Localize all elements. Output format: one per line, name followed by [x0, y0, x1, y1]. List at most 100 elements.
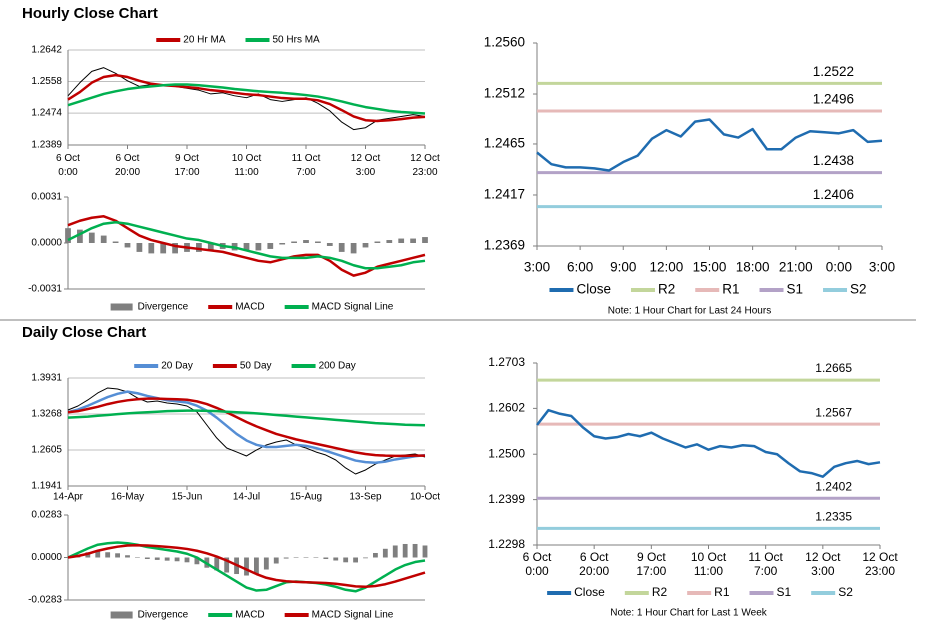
x-tick-label: 16-May [111, 492, 144, 503]
y-tick-label: 1.2602 [488, 401, 525, 415]
chart: 1.1941 1.2605 1.3268 1.3931 14-Apr 16-May 15-J… [31, 361, 440, 503]
x-tick-label-line: 9 Oct [637, 550, 666, 564]
x-tick-label-line: 23:00 [412, 167, 437, 178]
bar [338, 243, 345, 252]
x-tick-label-line: 6 Oct [580, 550, 609, 564]
y-tick-label: 1.2369 [484, 238, 525, 253]
y-tick-label: -0.0283 [28, 595, 62, 606]
x-tick-label-line: 11:00 [694, 564, 723, 578]
chart: -0.0283 0.0000 0.0283 Divergence MACD MACD Si… [28, 510, 428, 621]
bar [410, 238, 416, 243]
y-tick-label: 1.3931 [31, 373, 62, 384]
y-tick-label: 1.2399 [488, 492, 525, 506]
x-tick-label: 9:00 [610, 260, 636, 275]
bar [326, 243, 333, 246]
x-tick-label: 9 Oct 17:00 [636, 550, 666, 578]
x-tick-label: 10 Oct 11:00 [691, 550, 727, 578]
y-tick-label: 1.2642 [31, 45, 62, 56]
series-line [67, 67, 426, 131]
bar [303, 557, 309, 558]
bar [124, 243, 131, 248]
x-tick-label-line: 0:00 [58, 167, 78, 178]
x-tick-label-line: 20:00 [579, 564, 609, 578]
series-line [67, 543, 426, 589]
x-tick-label-line: 6 Oct [523, 550, 552, 564]
x-tick-label: 14-Jul [233, 492, 260, 503]
bar [224, 557, 230, 573]
bar [88, 232, 95, 243]
legend-label: Close [576, 282, 611, 297]
x-tick-label: 11 Oct 7:00 [748, 550, 783, 578]
bar [263, 557, 269, 570]
legend-label: MACD Signal Line [312, 610, 394, 621]
bar [243, 243, 250, 251]
legend-label: R2 [652, 585, 668, 599]
bar [196, 243, 202, 252]
bar [65, 228, 71, 243]
level-label: 1.2522 [813, 64, 854, 79]
legend-label: MACD Signal Line [312, 302, 394, 313]
y-tick-label: 1.3268 [31, 409, 62, 420]
series-line [67, 215, 426, 277]
x-tick-label: 6 Oct 0:00 [523, 550, 552, 578]
bar [313, 557, 319, 558]
x-tick-label: 15-Jun [172, 492, 203, 503]
x-tick-label-line: 11 Oct [292, 153, 321, 164]
bar [125, 555, 130, 558]
legend-label: MACD [235, 302, 264, 313]
bar [148, 243, 155, 254]
y-tick-label: 1.2500 [488, 446, 525, 460]
x-tick-label: 9 Oct 17:00 [174, 153, 199, 178]
series-line [67, 397, 425, 458]
legend-swatch [110, 611, 133, 619]
legend-label: Divergence [138, 302, 189, 313]
legend: Divergence MACD MACD Signal Line [110, 302, 394, 313]
x-tick-label-line: 12 Oct [351, 153, 381, 164]
x-tick-label-line: 6 Oct [116, 153, 140, 164]
level-label: 1.2496 [813, 92, 854, 107]
y-tick-label: 1.2558 [31, 76, 62, 87]
y-tick-label: 1.2389 [31, 140, 62, 151]
x-tick-label: 10-Oct [410, 492, 440, 503]
legend-label: MACD [235, 610, 264, 621]
y-tick-label: 1.2512 [484, 86, 525, 101]
x-tick-label-line: 12 Oct [862, 550, 898, 564]
x-tick-label: 10 Oct 11:00 [232, 153, 262, 178]
bar [273, 557, 279, 564]
legend: Divergence MACD MACD Signal Line [110, 610, 394, 621]
x-tick-label: 6 Oct 0:00 [56, 153, 80, 178]
legend: Close R2 R1 S1 S2 [549, 282, 867, 297]
x-tick-label-line: 3:00 [356, 167, 376, 178]
bar [402, 543, 408, 558]
y-tick-label: 1.2474 [31, 108, 62, 119]
bar [323, 557, 329, 560]
chart-note: Note: 1 Hour Chart for Last 1 Week [610, 608, 768, 619]
legend-label: Divergence [138, 610, 189, 621]
x-tick-label-line: 3:00 [811, 564, 835, 578]
x-tick-label: 21:00 [779, 260, 813, 275]
y-tick-label: 1.2560 [484, 35, 525, 50]
legend-label: R2 [658, 282, 675, 297]
x-tick-label-line: 10 Oct [232, 153, 262, 164]
legend-label: 50 Day [240, 361, 272, 372]
x-tick-label-line: 0:00 [525, 564, 549, 578]
legend-label: S1 [777, 585, 792, 599]
legend-label: Close [574, 585, 605, 599]
bar [112, 241, 119, 243]
chart: 1.2389 1.2474 1.2558 1.2642 6 Oct 0:00 6 Oct 20… [31, 35, 440, 178]
legend-label: S2 [838, 585, 853, 599]
bar [343, 557, 349, 563]
level-label: 1.2438 [813, 153, 854, 168]
bar [374, 241, 381, 243]
bar [160, 243, 167, 254]
x-tick-label-line: 17:00 [636, 564, 666, 578]
y-tick-label: -0.0031 [28, 284, 62, 295]
x-tick-label-line: 9 Oct [175, 153, 199, 164]
x-tick-label: 3:00 [524, 260, 550, 275]
y-tick-label: 0.0000 [31, 238, 62, 249]
x-tick-label: 0:00 [826, 260, 852, 275]
bar [422, 237, 428, 243]
